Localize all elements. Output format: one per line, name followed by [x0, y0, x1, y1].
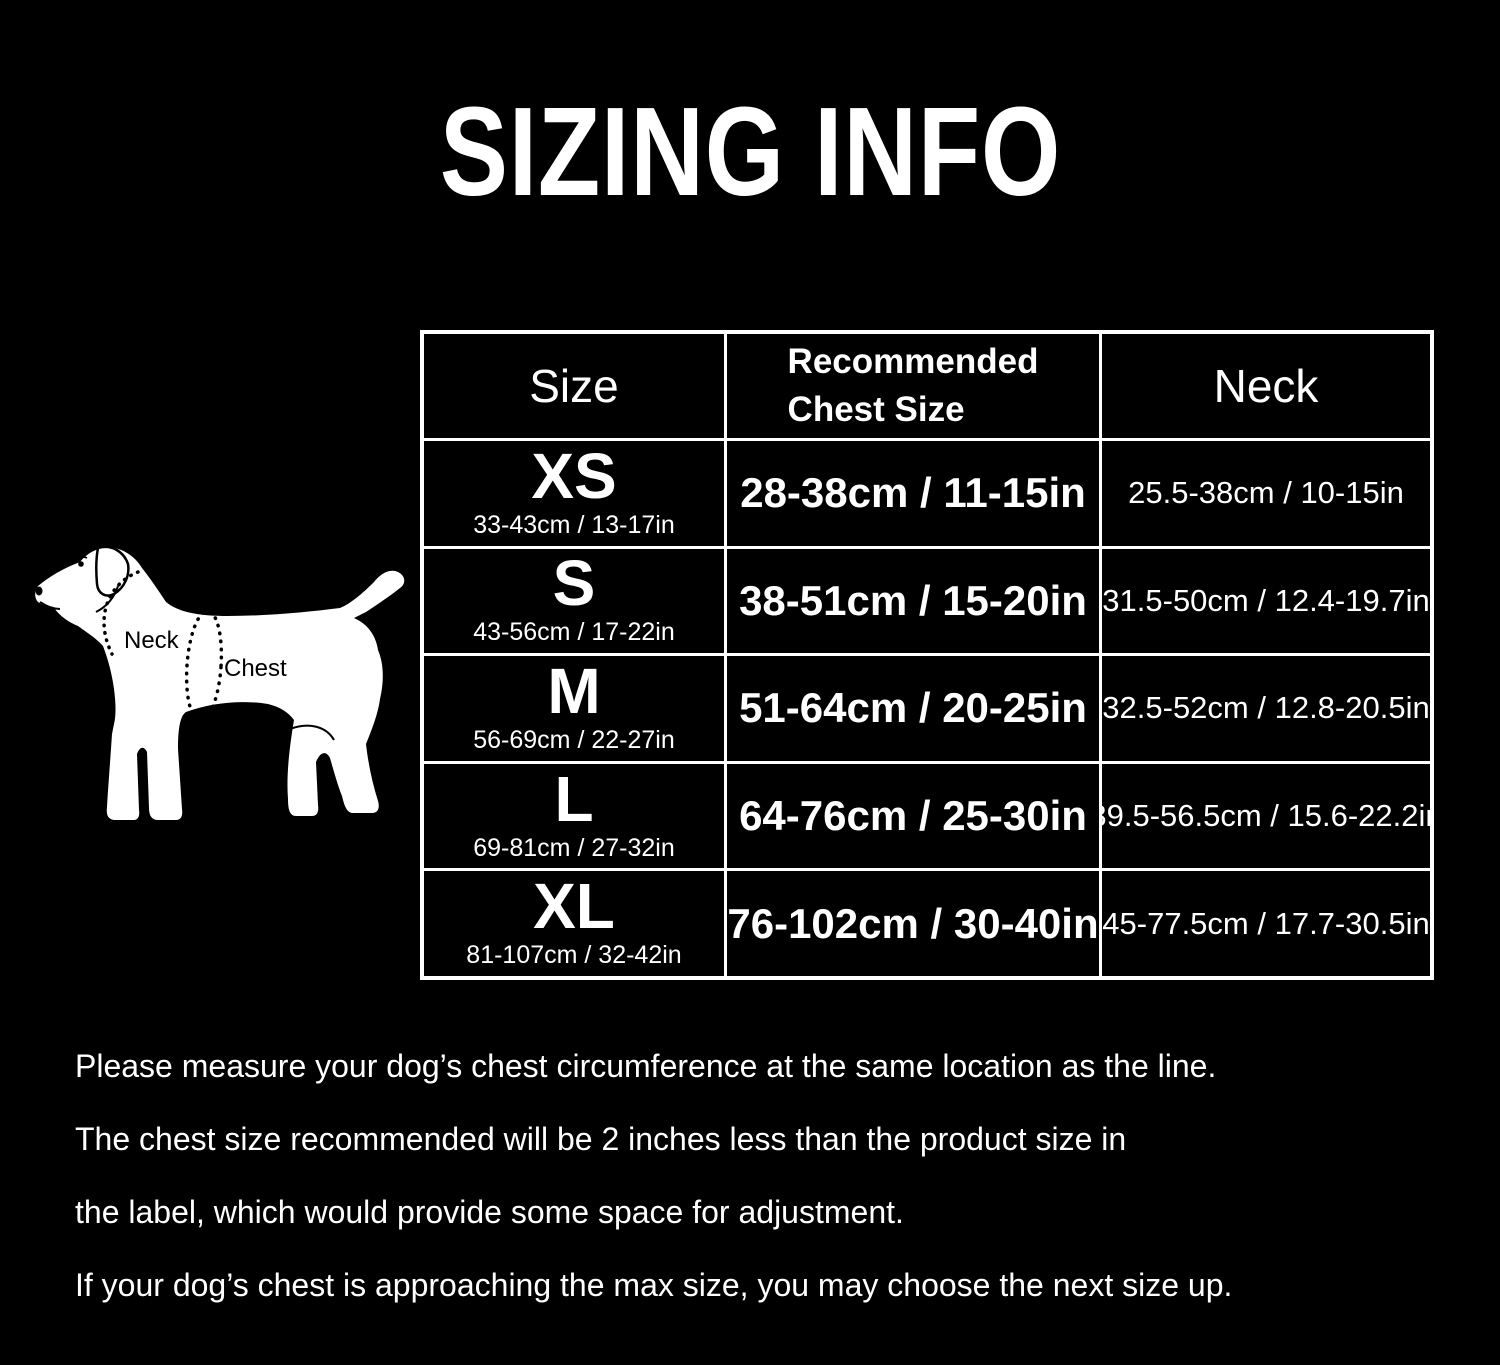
measurement-notes: Please measure your dog’s chest circumfe…	[75, 1030, 1475, 1322]
chest-measure-dashed-line	[184, 609, 224, 723]
chest-cell-xl: 76-102cm / 30-40in	[727, 871, 1099, 976]
size-cell-s: S 43-56cm / 17-22in	[424, 548, 724, 654]
size-label: M	[547, 656, 601, 727]
neck-value: 39.5-56.5cm / 15.6-22.2in	[1102, 798, 1430, 834]
neck-value: 31.5-50cm / 12.4-19.7in	[1102, 582, 1430, 618]
chest-value: 64-76cm / 25-30in	[739, 792, 1087, 840]
neck-cell-xs: 25.5-38cm / 10-15in	[1102, 441, 1430, 546]
chest-cell-s: 38-51cm / 15-20in	[727, 548, 1099, 654]
dog-nose	[35, 586, 43, 596]
neck-measure-dashed-line	[102, 570, 140, 656]
neck-value: 25.5-38cm / 10-15in	[1128, 475, 1404, 511]
size-cell-xs: XS 33-43cm / 13-17in	[424, 441, 724, 546]
col-header-chest: Recommended Chest Size	[727, 334, 1099, 438]
chest-value: 38-51cm / 15-20in	[739, 576, 1087, 624]
size-range: 56-69cm / 22-27in	[473, 725, 675, 754]
size-cell-m: M 56-69cm / 22-27in	[424, 656, 724, 761]
col-header-neck: Neck	[1102, 334, 1430, 438]
size-label: L	[554, 763, 594, 835]
size-range: 69-81cm / 27-32in	[473, 833, 675, 862]
note-line: The chest size recommended will be 2 inc…	[75, 1121, 1127, 1157]
size-range: 81-107cm / 32-42in	[466, 941, 682, 970]
size-range: 33-43cm / 13-17in	[473, 510, 675, 539]
sizing-table: Size Recommended Chest Size Neck XS 33-4…	[420, 330, 1434, 980]
chest-cell-xs: 28-38cm / 11-15in	[727, 441, 1099, 546]
col-header-size: Size	[424, 334, 724, 438]
chest-value: 51-64cm / 20-25in	[739, 684, 1087, 732]
chest-value: 28-38cm / 11-15in	[740, 469, 1086, 517]
note-line: the label, which would provide some spac…	[75, 1194, 904, 1230]
neck-label: Neck	[124, 627, 180, 654]
chest-cell-l: 64-76cm / 25-30in	[727, 763, 1099, 869]
dog-brow-line	[74, 555, 88, 559]
size-cell-xl: XL 81-107cm / 32-42in	[424, 871, 724, 976]
col-header-size-label: Size	[529, 360, 619, 412]
size-range: 43-56cm / 17-22in	[473, 618, 675, 647]
col-header-chest-label: Recommended Chest Size	[787, 342, 1039, 429]
chest-label: Chest	[224, 655, 287, 682]
neck-cell-s: 31.5-50cm / 12.4-19.7in	[1102, 548, 1430, 654]
size-label: XS	[531, 441, 617, 512]
neck-cell-l: 39.5-56.5cm / 15.6-22.2in	[1102, 763, 1430, 869]
size-cell-l: L 69-81cm / 27-32in	[424, 763, 724, 869]
note-line: If your dog’s chest is approaching the m…	[75, 1267, 1233, 1303]
chest-value: 76-102cm / 30-40in	[727, 899, 1099, 947]
size-label: S	[552, 548, 596, 620]
dog-eye	[78, 561, 84, 567]
neck-value: 32.5-52cm / 12.8-20.5in	[1102, 690, 1430, 726]
dog-measurement-diagram: Neck Chest	[35, 545, 405, 820]
neck-cell-xl: 45-77.5cm / 17.7-30.5in	[1102, 871, 1430, 976]
page-title: SIZING INFO	[439, 81, 1061, 223]
note-line: Please measure your dog’s chest circumfe…	[75, 1048, 1217, 1084]
dog-haunch-line	[289, 724, 335, 741]
neck-value: 45-77.5cm / 17.7-30.5in	[1102, 905, 1430, 941]
dog-cheek-line	[95, 585, 119, 613]
neck-cell-m: 32.5-52cm / 12.8-20.5in	[1102, 656, 1430, 761]
chest-cell-m: 51-64cm / 20-25in	[727, 656, 1099, 761]
dog-mouth-line	[39, 601, 61, 610]
size-label: XL	[533, 871, 615, 943]
col-header-neck-label: Neck	[1213, 360, 1319, 412]
